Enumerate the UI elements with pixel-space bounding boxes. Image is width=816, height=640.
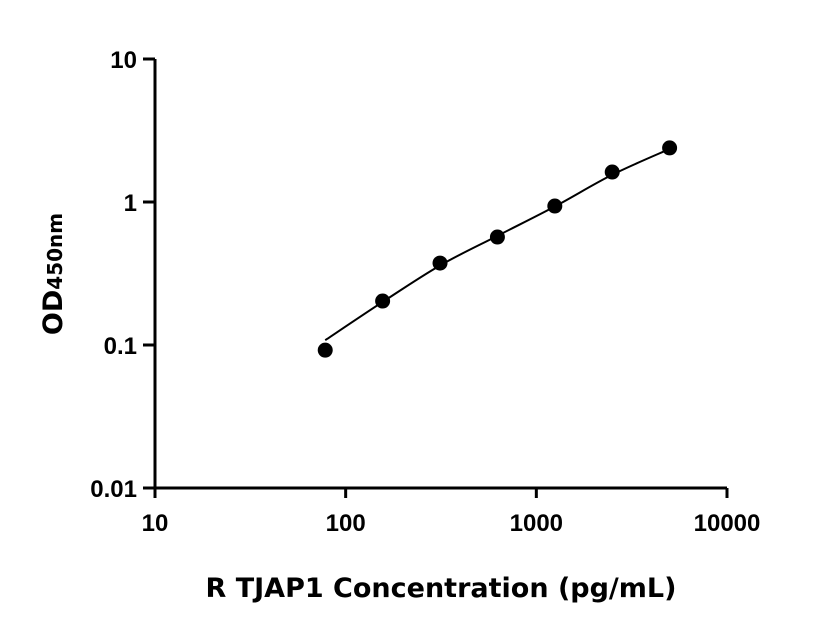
data-point: [489, 229, 505, 245]
x-tick-label: 10000: [694, 510, 761, 537]
x-tick-label: 1000: [510, 510, 563, 537]
axes: [153, 59, 727, 498]
y-tick-label: 0.1: [104, 333, 137, 360]
data-point: [432, 255, 448, 271]
data-point: [375, 293, 391, 309]
x-axis-label: R TJAP1 Concentration (pg/mL): [206, 573, 677, 604]
data-point: [604, 164, 620, 180]
data-point: [662, 140, 678, 156]
fit-curve: [324, 148, 671, 342]
y-tick-label: 1: [124, 190, 137, 217]
x-tick-label: 100: [326, 510, 366, 537]
data-point: [547, 198, 563, 214]
y-axis-label: OD450nm: [38, 213, 69, 335]
x-tick-label: 10: [142, 510, 169, 537]
data-point: [317, 342, 333, 358]
y-tick-label: 10: [110, 47, 137, 74]
y-tick-label: 0.01: [90, 476, 137, 503]
